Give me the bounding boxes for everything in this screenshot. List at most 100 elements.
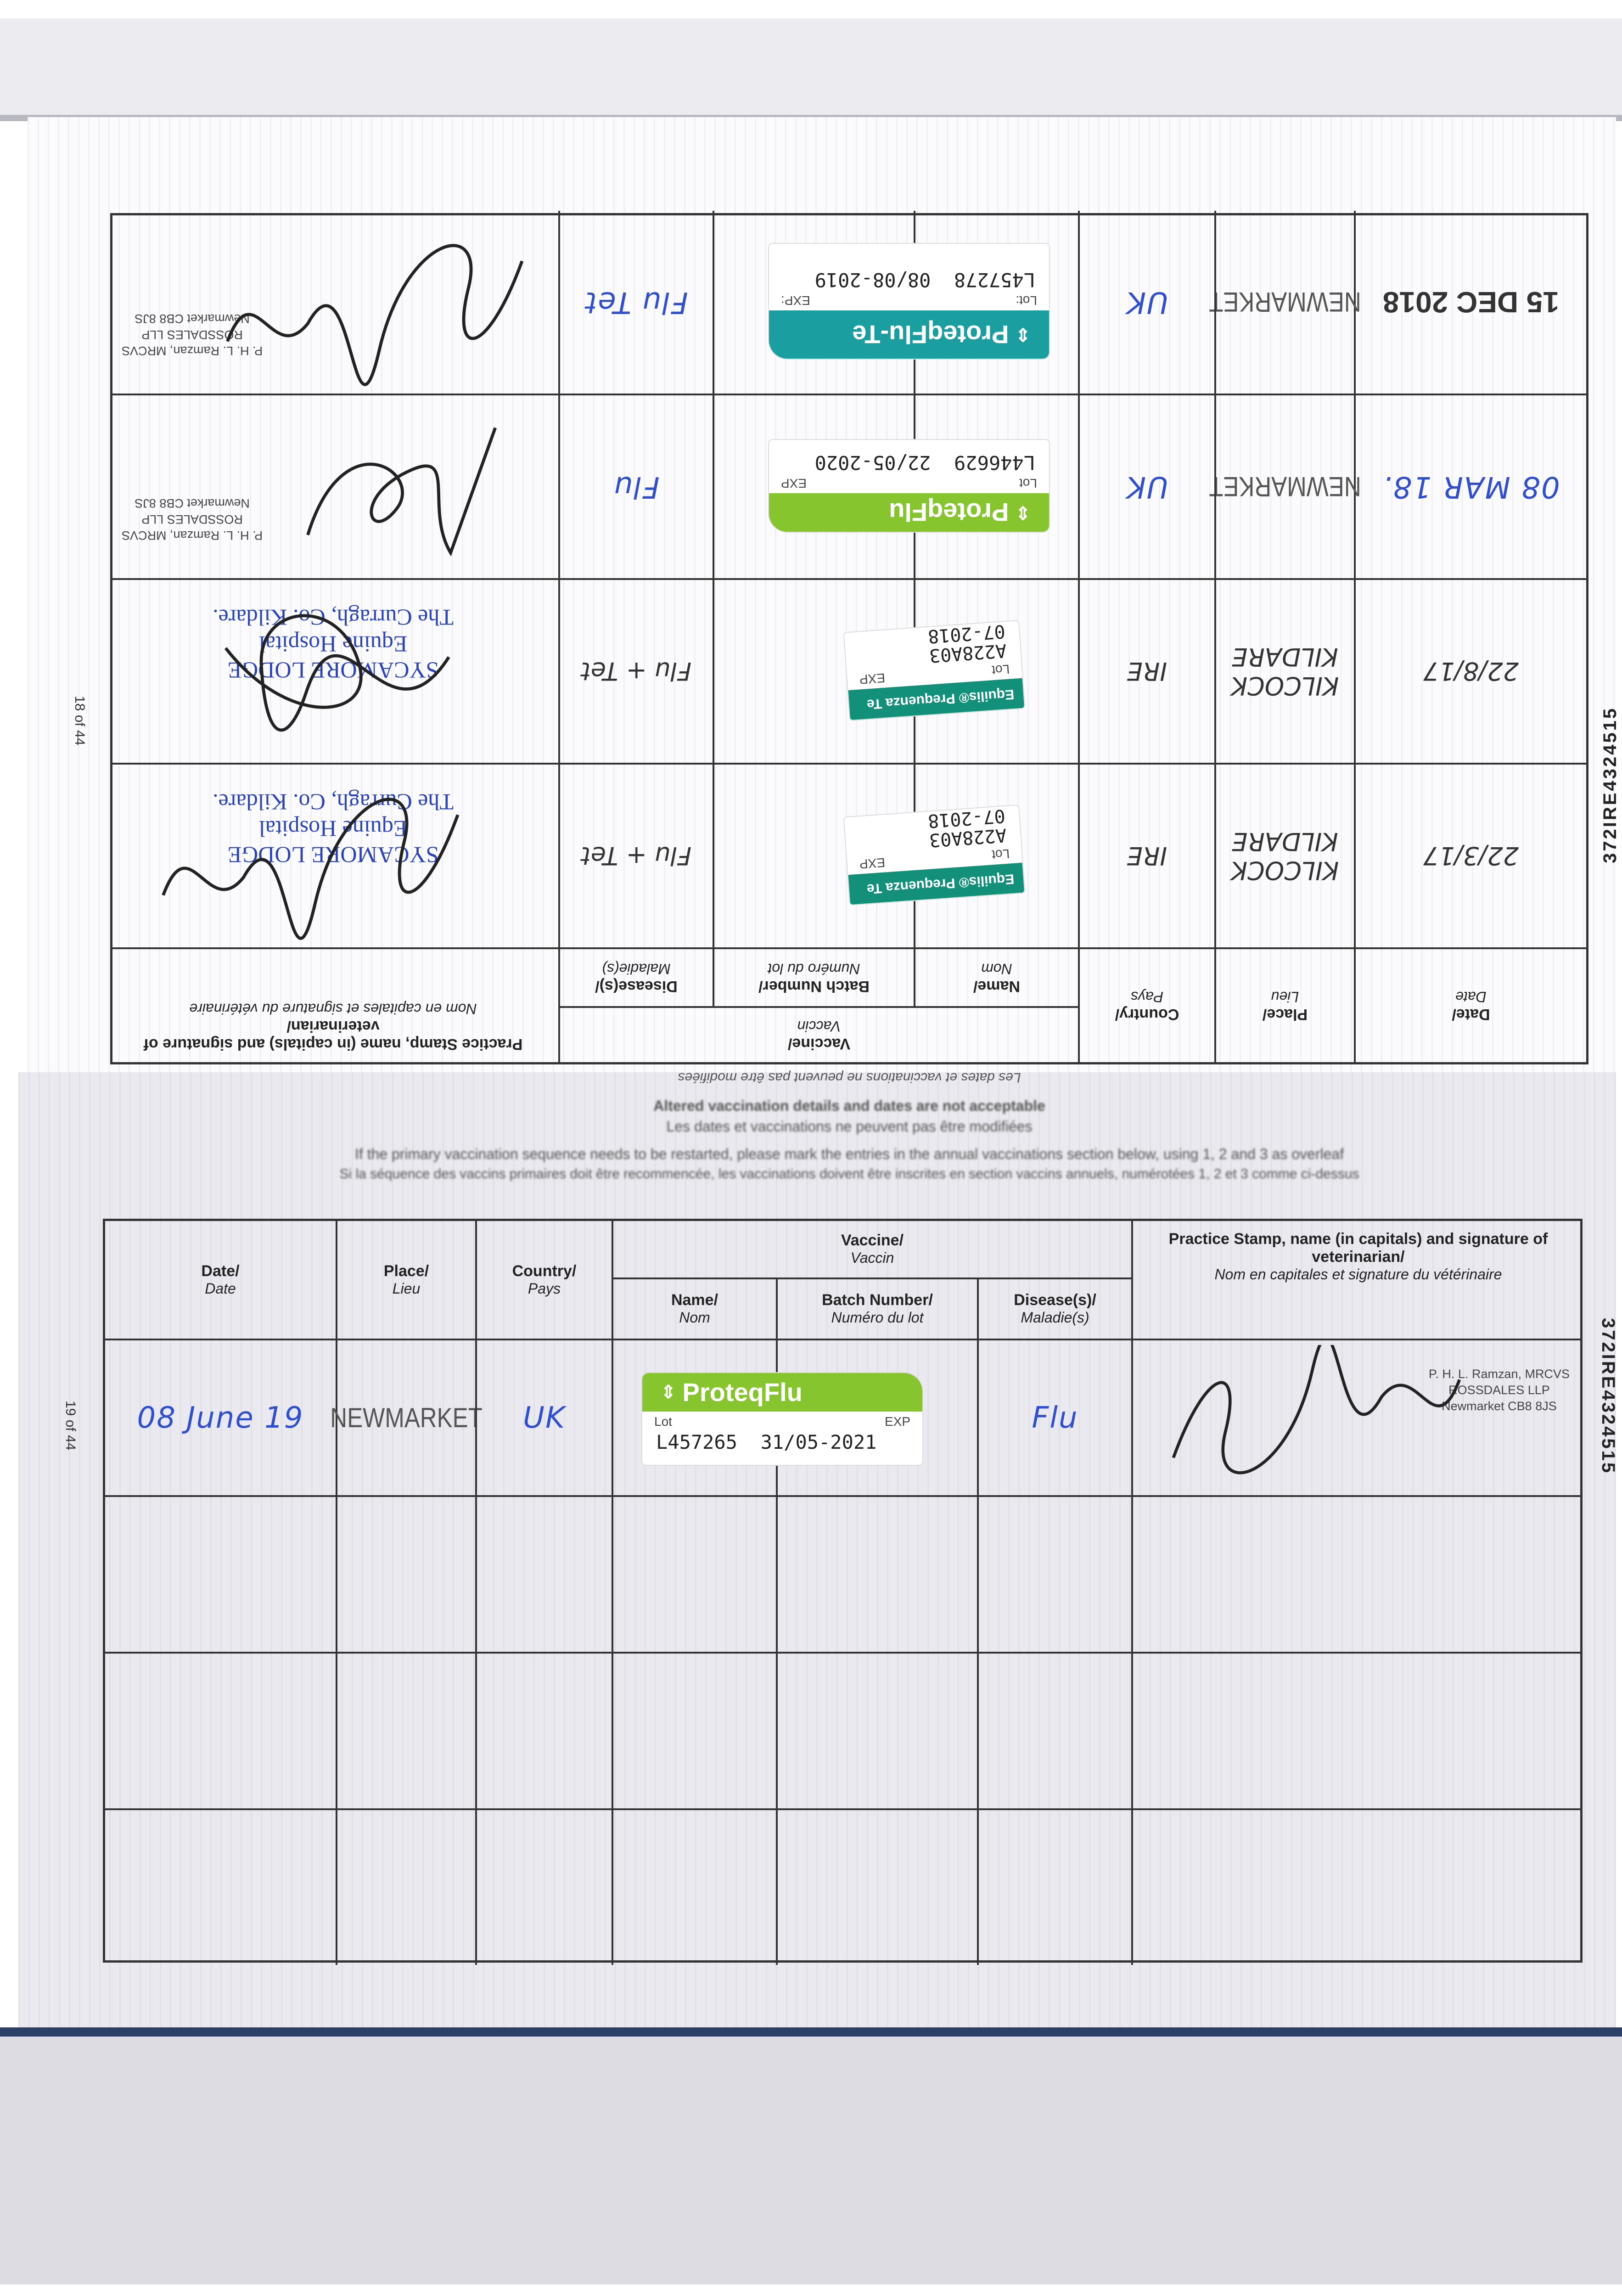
cell-disease[interactable]	[977, 1654, 1131, 1808]
exp-label: EXP:	[781, 293, 810, 308]
cell-batch[interactable]	[776, 1810, 977, 1965]
cell-country[interactable]	[475, 1810, 612, 1965]
signature	[226, 244, 524, 386]
header-country: Country/Pays	[475, 1221, 612, 1339]
country-value: IRE	[1127, 657, 1167, 686]
cell-stamp[interactable]: P. H. L. Ramzan, MRCVS ROSSDALES LLP Newma…	[108, 211, 560, 394]
header-disease: Disease(s)/Maladie(s)	[560, 949, 714, 1008]
country-value: UK	[523, 1401, 566, 1435]
date-value: 15 DEC 2018	[1382, 286, 1560, 319]
cell-disease[interactable]	[977, 1497, 1131, 1652]
passport-number-page-18: 372IRE4324515	[1600, 706, 1620, 863]
vaccine-name: Equilis® Prequenza Te	[866, 686, 1015, 712]
header-label: Practice Stamp, name (in capitals) and s…	[143, 1018, 523, 1053]
cell-stamp[interactable]	[1131, 1497, 1583, 1652]
cell-date[interactable]	[105, 1654, 336, 1808]
cell-stamp[interactable]	[1131, 1810, 1583, 1965]
cell-date[interactable]	[105, 1810, 336, 1965]
cell-date[interactable]	[105, 1497, 336, 1652]
header-label-fr: Pays	[1130, 989, 1164, 1005]
header-place: Place/Lieu	[336, 1221, 475, 1339]
header-label-fr: Lieu	[392, 1280, 421, 1297]
vaccine-name: ProteqFlu	[889, 498, 1009, 527]
vaccine-name: ProteqFlu	[682, 1378, 803, 1407]
cell-disease[interactable]: Flu + Tet	[560, 765, 714, 947]
header-name: Name/Nom	[915, 949, 1080, 1008]
header-label-fr: Nom en capitales et signature du vétérin…	[1214, 1266, 1502, 1283]
practice-stamp: P. H. L. Ramzan, MRCVS ROSSDALES LLP Newma…	[122, 495, 263, 543]
lot-label: Lot:	[1016, 293, 1037, 308]
cell-disease[interactable]: Flu	[560, 395, 714, 578]
header-place: Place/Lieu	[1216, 949, 1356, 1062]
vaccination-row	[105, 1495, 1580, 1652]
sticker-labels: Lot: EXP:	[769, 293, 1049, 310]
lot-value: L457265	[656, 1430, 738, 1453]
stamp-line: ROSSDALES LLP	[141, 512, 243, 526]
country-value: UK	[1126, 285, 1168, 319]
scan-top-margin	[0, 18, 1622, 117]
vaccination-row: 08 June 19 NEWMARKET UK Flu P. H. L. Ramzan,…	[105, 1339, 1580, 1495]
cell-country[interactable]: IRE	[1080, 580, 1216, 763]
cell-country[interactable]: UK	[1080, 211, 1216, 394]
stamp-line: Newmarket CB8 8JS	[135, 496, 250, 510]
stamp-line: Equine Hospital	[258, 631, 408, 657]
cell-place[interactable]: NEWMARKET	[1209, 211, 1361, 394]
header-label: Batch Number/	[758, 977, 870, 995]
cell-place[interactable]: KILCOCK KILDARE	[1216, 765, 1356, 947]
header-label: Batch Number/	[822, 1291, 933, 1309]
header-label: Place/	[1262, 1006, 1308, 1023]
vaccination-row	[105, 1808, 1580, 1965]
notice-line: Si la séquence des vaccins primaires doi…	[339, 1166, 1359, 1182]
lot-value: L446629	[954, 451, 1035, 474]
cell-disease[interactable]: Flu	[977, 1340, 1131, 1495]
cell-disease[interactable]: Flu Tet	[560, 211, 714, 394]
cell-batch[interactable]	[776, 1497, 977, 1652]
cell-country[interactable]: UK	[475, 1340, 612, 1495]
cell-stamp[interactable]: SYCAMORE LODGE Equine Hospital The Curragh…	[108, 580, 560, 763]
cell-batch[interactable]	[776, 1654, 977, 1808]
header-label: Vaccine/	[787, 1035, 851, 1052]
vaccination-row: 15 DEC 2018 NEWMARKET UK Flu Tet P. H. L. Ra…	[108, 211, 1586, 395]
cell-name[interactable]	[612, 1340, 776, 1495]
cell-place[interactable]	[336, 1497, 475, 1652]
cell-name[interactable]	[612, 1497, 776, 1652]
cell-stamp[interactable]	[1131, 1654, 1583, 1808]
batch-number: L457278 08/08-2019	[769, 267, 1049, 293]
cell-disease[interactable]: Flu + Tet	[560, 580, 714, 763]
cell-date[interactable]: 22/8/17	[1356, 580, 1586, 763]
stamp-line: Newmarket CB8 8JS	[1442, 1399, 1557, 1413]
cell-stamp[interactable]: SYCAMORE LODGE Equine Hospital The Curragh…	[108, 765, 560, 947]
header-label: Name/	[973, 977, 1021, 995]
cell-date[interactable]: 08 June 19	[105, 1340, 336, 1495]
vaccine-sticker: ⇕ ProteqFlu-Te Lot: EXP: L457278 08/08-2019	[769, 244, 1049, 359]
cell-place[interactable]: NEWMARKET	[330, 1340, 483, 1495]
cell-name[interactable]	[612, 1810, 776, 1965]
place-value: NEWMARKET	[1209, 471, 1361, 502]
notice-line: Altered vaccination details and dates ar…	[653, 1097, 1045, 1114]
header-label-fr: Date	[205, 1280, 236, 1297]
cell-country[interactable]	[475, 1497, 612, 1652]
cell-disease[interactable]	[977, 1810, 1131, 1965]
cell-date[interactable]: 08 MAR 18.	[1356, 395, 1586, 578]
cell-date[interactable]: 15 DEC 2018	[1356, 211, 1586, 394]
batch-number: L446629 22/05-2020	[769, 450, 1049, 476]
cell-place[interactable]: NEWMARKET	[1209, 395, 1361, 578]
header-label-fr: Lieu	[1271, 989, 1299, 1005]
date-value: 22/3/17	[1423, 841, 1519, 871]
lot-label: Lot	[991, 846, 1010, 862]
header-batch: Batch Number/Numéro du lot	[714, 949, 915, 1008]
exp-value: 08/08-2019	[814, 269, 931, 291]
signature	[306, 427, 497, 557]
cell-stamp[interactable]: P. H. L. Ramzan, MRCVS ROSSDALES LLP Newma…	[1131, 1340, 1583, 1495]
cell-place[interactable]	[336, 1810, 475, 1965]
cell-country[interactable]: IRE	[1080, 765, 1216, 947]
cell-name[interactable]	[612, 1654, 776, 1808]
cell-date[interactable]: 22/3/17	[1356, 765, 1586, 947]
cell-place[interactable]	[336, 1654, 475, 1808]
header-label: Place/	[383, 1262, 429, 1280]
cell-country[interactable]	[475, 1654, 612, 1808]
cell-country[interactable]: UK	[1080, 395, 1216, 578]
cell-stamp[interactable]: P. H. L. Ramzan, MRCVS ROSSDALES LLP Newma…	[108, 395, 560, 578]
cell-place[interactable]: KILCOCK KILDARE	[1216, 580, 1356, 763]
header-label-fr: Pays	[528, 1280, 561, 1297]
